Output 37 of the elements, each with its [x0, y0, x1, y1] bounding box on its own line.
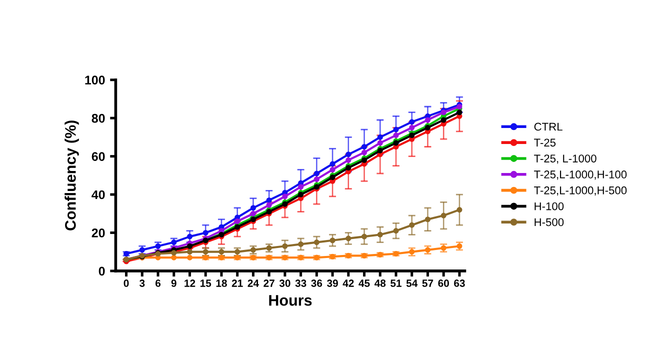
legend-label: H-100: [534, 202, 564, 210]
y-tick-label: 20: [92, 228, 105, 238]
legend-label: T-25, L-1000: [534, 154, 596, 164]
y-tick-label: 60: [92, 152, 105, 161]
x-tick-label: 33: [295, 280, 306, 287]
x-tick-label: 12: [184, 280, 196, 287]
x-tick-label: 24: [248, 280, 259, 287]
x-tick-label: 42: [342, 280, 354, 287]
x-tick-label: 54: [406, 280, 418, 287]
x-tick-label: 0: [124, 280, 129, 287]
x-tick-label: 51: [390, 280, 402, 287]
x-tick-label: 45: [358, 280, 370, 287]
x-tick-label: 15: [200, 280, 212, 287]
x-tick-label: 21: [232, 280, 243, 287]
x-tick-label: 9: [171, 280, 176, 287]
x-tick-label: 63: [454, 280, 465, 287]
x-tick-label: 27: [264, 280, 274, 287]
x-tick-label: 57: [422, 280, 434, 287]
y-tick-label: 0: [98, 266, 105, 276]
x-tick-label: 3: [139, 280, 145, 287]
x-tick-label: 30: [279, 280, 290, 287]
x-axis-title: Hours: [269, 295, 312, 306]
x-tick-label: 18: [216, 280, 227, 287]
y-tick-label: 100: [85, 76, 105, 85]
x-tick-label: 60: [438, 280, 449, 287]
legend-label: T-25,L-1000,H-500: [534, 186, 627, 196]
y-tick-label: 80: [92, 114, 105, 123]
legend-label: H-500: [534, 218, 564, 226]
legend-label: T-25: [534, 138, 556, 147]
x-tick-label: 36: [311, 280, 322, 287]
legend-label: T-25,L-1000,H-100: [534, 170, 627, 180]
legend-label: CTRL: [534, 122, 562, 131]
y-tick-label: 40: [92, 190, 105, 200]
x-tick-label: 48: [374, 280, 386, 287]
y-axis-title: Confluency (%): [64, 120, 79, 230]
x-tick-label: 39: [326, 280, 338, 287]
x-tick-label: 6: [155, 280, 161, 287]
